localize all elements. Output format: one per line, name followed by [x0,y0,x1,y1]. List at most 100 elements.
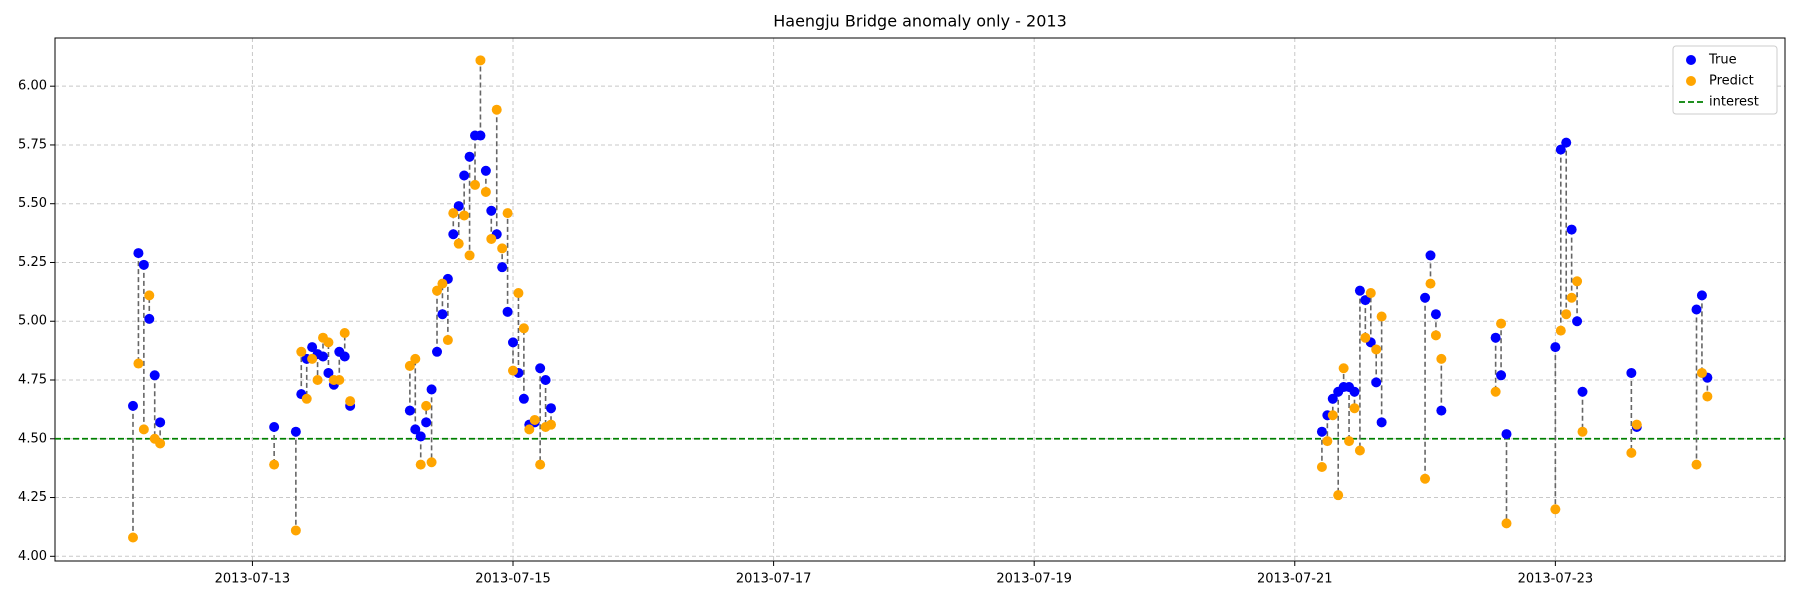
point [1696,290,1707,301]
point [339,327,350,338]
point [529,414,540,425]
point [426,457,437,468]
legend-label: interest [1709,95,1759,110]
point [133,358,144,369]
point [318,351,329,362]
point [475,55,486,66]
point [1496,318,1507,329]
point [1696,367,1707,378]
point [1425,278,1436,289]
point [1436,405,1447,416]
point [1316,461,1327,472]
point [1360,295,1371,306]
point [448,208,459,219]
point [442,335,453,346]
point [486,205,497,216]
point [339,351,350,362]
point [144,313,155,324]
point [453,238,464,249]
point [1691,459,1702,470]
point [1360,332,1371,343]
point [1626,367,1637,378]
point [312,375,323,386]
point [508,337,519,348]
point [1376,417,1387,428]
point [1501,429,1512,440]
point [127,532,138,543]
point [334,375,345,386]
x-tick-label: 2013-07-23 [1518,572,1594,587]
point [546,419,557,430]
point [415,459,426,470]
point [323,337,334,348]
point [345,396,356,407]
legend-label: True [1708,53,1737,68]
point [421,400,432,411]
point [1420,473,1431,484]
y-tick-label: 4.00 [18,549,47,564]
point [518,393,529,404]
point [1333,490,1344,501]
point [426,384,437,395]
point [144,290,155,301]
point [497,262,508,273]
point [133,248,144,259]
point [155,417,166,428]
point [1566,292,1577,303]
point [1371,344,1382,355]
point [480,186,491,197]
point [1376,311,1387,322]
point [1349,386,1360,397]
y-tick-label: 4.50 [18,431,47,446]
point [1691,304,1702,315]
y-tick-label: 5.50 [18,196,47,211]
legend-marker [1686,76,1696,86]
point [307,342,318,353]
point [1327,410,1338,421]
point [1490,332,1501,343]
point [1561,137,1572,148]
point [1354,445,1365,456]
y-tick-label: 4.75 [18,373,47,388]
point [464,250,475,261]
point [1566,224,1577,235]
point [410,353,421,364]
point [269,459,280,470]
point [535,459,546,470]
point [1555,144,1566,155]
point [1420,292,1431,303]
point [453,201,464,212]
point [432,285,443,296]
point [1436,353,1447,364]
x-tick-label: 2013-07-13 [215,572,291,587]
x-tick-label: 2013-07-21 [1257,572,1333,587]
legend-box [1672,45,1778,115]
point [1338,363,1349,374]
point [404,405,415,416]
point [432,346,443,357]
x-tick-label: 2013-07-17 [736,572,812,587]
point [296,346,307,357]
point [269,422,280,433]
x-tick-label: 2013-07-19 [996,572,1072,587]
point [540,375,551,386]
legend-label: Predict [1709,74,1754,89]
plot-frame [54,37,1786,562]
point [437,278,448,289]
point [1550,504,1561,515]
point [290,525,301,536]
point [513,288,524,299]
chart-title: Haengju Bridge anomaly only - 2013 [773,12,1067,31]
point [1365,288,1376,299]
point [1577,386,1588,397]
point [127,400,138,411]
point [524,424,535,435]
point [421,417,432,428]
point [138,259,149,270]
point [1430,330,1441,341]
point [1496,370,1507,381]
point [415,431,426,442]
point [459,170,470,181]
point [518,323,529,334]
